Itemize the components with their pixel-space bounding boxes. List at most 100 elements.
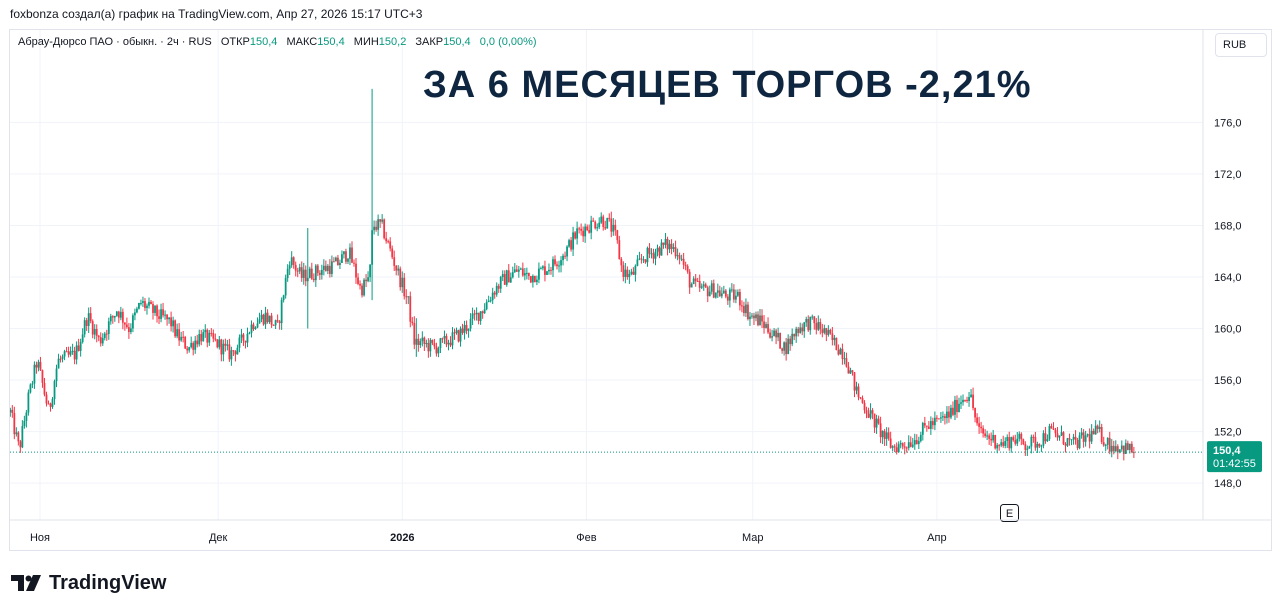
candle-body — [47, 403, 50, 405]
candle-body — [316, 265, 319, 273]
candle-body — [99, 337, 102, 344]
candle-body — [540, 268, 542, 270]
price-chart[interactable]: 150,401:42:55E 148,0152,0156,0160,0164,0… — [10, 30, 1271, 550]
candle-body — [875, 418, 878, 428]
candle-body — [805, 319, 808, 323]
candle-body — [65, 351, 68, 353]
candle-body — [431, 339, 434, 344]
candle-body — [134, 312, 136, 316]
candle-body — [389, 241, 392, 249]
candle-body — [968, 397, 970, 402]
chart-pane[interactable]: 150,4 01:42:55 E 148,0 152,0 156,0 160,0 164,0… — [9, 29, 1272, 551]
candle-body — [361, 285, 363, 296]
candle-body — [887, 432, 890, 439]
candle-body — [204, 329, 207, 333]
candle-body — [624, 269, 627, 277]
candle-body — [202, 332, 205, 342]
last-price-tag-bg — [1207, 441, 1262, 473]
candle-body — [292, 257, 295, 265]
candle-body — [320, 269, 323, 275]
candle-body — [1132, 452, 1135, 454]
price-axis-label: 152,0 — [1214, 427, 1242, 439]
candle-body — [148, 301, 150, 306]
time-axis-label: 2026 — [390, 532, 414, 544]
candle-body — [367, 277, 369, 282]
candle-body — [198, 334, 201, 345]
candle-body — [823, 328, 826, 333]
candle-body — [276, 320, 279, 322]
candle-body — [996, 445, 999, 449]
candle-body — [871, 410, 874, 414]
chart-headline: ЗА 6 МЕСЯЦЕВ ТОРГОВ -2,21% — [423, 64, 1032, 106]
candle-body — [861, 398, 864, 403]
candle-body — [944, 416, 946, 419]
candle-body — [11, 409, 14, 414]
candle-body — [79, 341, 82, 351]
candle-body — [881, 430, 884, 438]
candle-body — [586, 226, 589, 230]
candle-body — [417, 338, 420, 345]
tradingview-logo-icon — [11, 575, 41, 591]
candle-body — [634, 265, 637, 275]
candle-body — [1048, 426, 1051, 440]
time-axis-label: Фев — [576, 532, 596, 544]
candle-body — [1072, 436, 1075, 440]
candle-body — [196, 340, 199, 345]
candle-body — [1016, 438, 1019, 444]
candle-body — [618, 240, 621, 260]
last-price-tag: 150,401:42:55 — [1207, 441, 1262, 473]
candle-body — [182, 336, 185, 338]
candle-body — [166, 314, 168, 320]
candle-body — [734, 295, 737, 300]
earnings-event-marker[interactable]: E — [1000, 504, 1019, 522]
candle-body — [801, 327, 804, 332]
candle-body — [1128, 443, 1131, 451]
candle-body — [349, 247, 351, 259]
candle-body — [745, 304, 747, 314]
candle-body — [252, 324, 255, 330]
candle-body — [1058, 435, 1061, 438]
price-axis-label: 164,0 — [1214, 272, 1242, 284]
candle-body — [266, 312, 269, 323]
candle-body — [164, 314, 166, 316]
candle-body — [437, 348, 440, 354]
candle-body — [21, 426, 24, 448]
candle-body — [174, 320, 177, 337]
currency-button[interactable]: RUB — [1215, 33, 1267, 57]
candle-body — [845, 358, 848, 367]
candle-body — [751, 315, 753, 317]
tradingview-logo[interactable]: TradingView — [11, 571, 166, 595]
candle-body — [668, 243, 671, 250]
symbol-name[interactable]: Абрау-Дюрсо ПАО · обыкн. · 2ч · RUS — [18, 36, 212, 48]
candle-body — [463, 325, 466, 333]
candle-body — [1124, 443, 1127, 454]
candle-body — [1116, 446, 1119, 453]
candle-body — [1024, 444, 1027, 450]
candle-body — [626, 269, 629, 278]
candle-body — [779, 332, 782, 349]
candle-body — [873, 413, 876, 428]
candle-body — [521, 268, 524, 276]
candle-body — [570, 240, 572, 250]
candle-body — [146, 305, 148, 309]
candle-body — [909, 442, 912, 447]
candle-body — [81, 334, 84, 342]
low-value: 150,2 — [378, 36, 407, 48]
candle-body — [638, 258, 641, 260]
candle-body — [310, 268, 313, 279]
candle-body — [31, 383, 34, 385]
candle-body — [140, 302, 142, 304]
candle-body — [449, 342, 452, 346]
candle-body — [1010, 437, 1013, 449]
candle-body — [1038, 443, 1041, 447]
candle-body — [347, 258, 349, 262]
candle-body — [827, 329, 830, 335]
candle-body — [863, 402, 866, 411]
candle-body — [704, 284, 707, 288]
candle-body — [43, 382, 46, 395]
candle-body — [652, 253, 655, 259]
candle-body — [857, 386, 860, 398]
candle-body — [1074, 436, 1077, 440]
candle-body — [688, 271, 691, 288]
candle-body — [324, 265, 327, 271]
